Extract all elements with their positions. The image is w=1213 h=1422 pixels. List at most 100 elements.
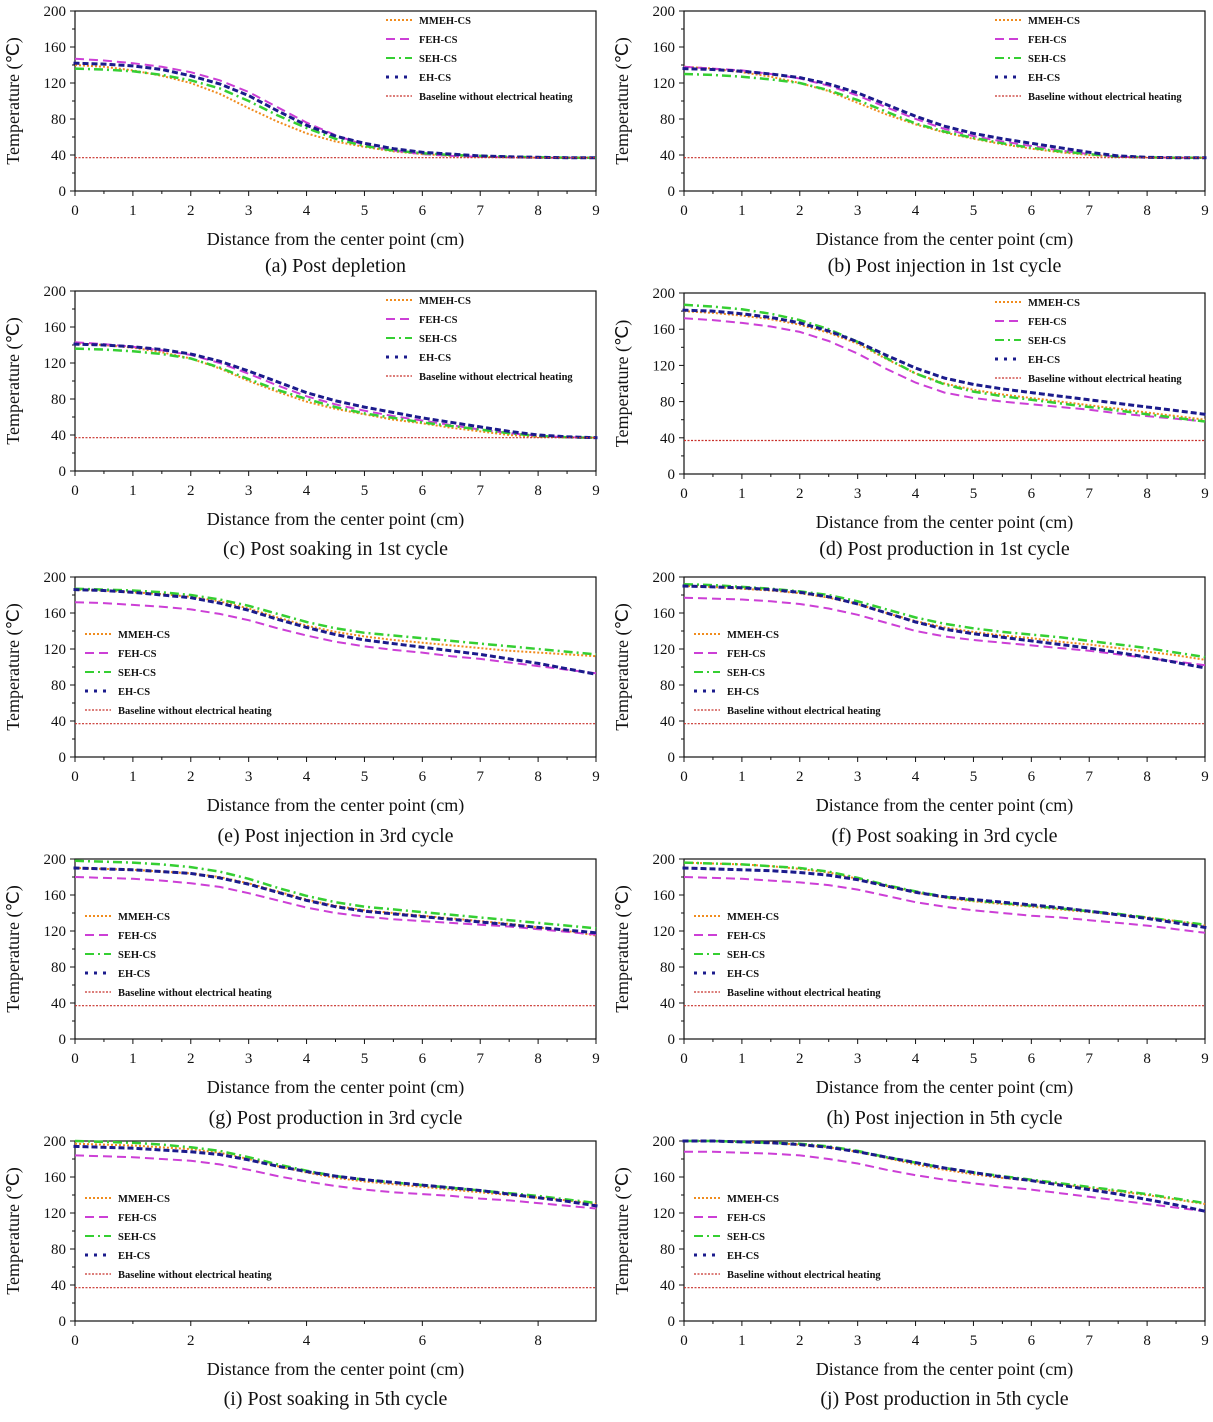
x-tick-label: 3 [854,1051,862,1067]
x-tick-label: 2 [187,1333,195,1349]
x-tick-label: 4 [912,769,920,785]
y-tick-label: 0 [668,1314,676,1330]
panel-caption: (e) Post injection in 3rd cycle [217,825,453,847]
series-line-seh-cs [683,582,1206,659]
series-line-feh-cs [74,1154,597,1210]
y-tick-label: 40 [51,996,66,1012]
y-tick-label: 40 [51,428,66,444]
y-axis-label: Temperature (℃) [3,317,24,444]
x-tick-label: 6 [419,483,427,499]
x-tick-label: 8 [534,483,542,499]
y-tick-label: 40 [660,714,675,730]
chart-panel-2: 0 40 80 120 160 200 0 1 2 3 4 5 6 7 8 9 Distance from th… [612,4,1209,277]
legend-label-seh-cs: SEH-CS [727,950,765,961]
series-line-seh-cs [74,587,597,656]
legend-label-seh-cs: SEH-CS [727,668,765,679]
legend-label-seh-cs: SEH-CS [118,950,156,961]
legend-label-eh-cs: EH-CS [118,969,150,980]
x-tick-label: 7 [1085,486,1093,502]
x-axis-label: Distance from the center point (cm) [207,509,464,530]
legend: MMEH-CS FEH-CS SEH-CS EH-CS Baseline without… [386,296,573,383]
x-tick-label: 0 [680,1051,688,1067]
y-tick-label: 160 [653,888,676,904]
x-tick-label: 2 [187,769,195,785]
x-tick-label: 9 [1201,203,1209,219]
x-tick-label: 3 [854,769,862,785]
plot-frame [683,858,1206,1040]
series-line-mmeh-cs [683,310,1206,421]
legend-label-feh-cs: FEH-CS [727,649,766,660]
x-tick-label: 3 [245,769,253,785]
series-line-mmeh-cs [74,588,597,658]
legend-label-feh-cs: FEH-CS [1028,317,1067,328]
x-tick-label: 1 [738,1051,746,1067]
series-line-seh-cs [683,861,1206,926]
y-tick-label: 80 [51,1242,66,1258]
chart-panel-9: 0 40 80 120 160 200 0 2 4 6 8 Distance from the cen… [3,1134,598,1410]
legend: MMEH-CS FEH-CS SEH-CS EH-CS Baseline without… [85,630,272,717]
legend-label-mmeh-cs: MMEH-CS [727,1194,779,1205]
y-tick-label: 200 [44,284,67,300]
legend: MMEH-CS FEH-CS SEH-CS EH-CS Baseline without… [85,912,272,999]
series-line-seh-cs [683,72,1205,159]
x-tick-label: 6 [419,1051,427,1067]
y-tick-label: 40 [51,1278,66,1294]
x-tick-label: 2 [796,1051,804,1067]
y-tick-label: 200 [44,852,67,868]
chart-panel-5: 0 40 80 120 160 200 0 1 2 3 4 5 6 7 8 9 Distance from th… [3,570,600,847]
legend-label-baseline-without-electrical-heating: Baseline without electrical heating [1028,374,1182,385]
x-tick-label: 2 [796,1333,804,1349]
y-tick-label: 160 [44,40,67,56]
legend-label-mmeh-cs: MMEH-CS [727,912,779,923]
y-tick-label: 120 [653,1206,676,1222]
y-tick-label: 80 [660,678,675,694]
x-axis-label: Distance from the center point (cm) [816,795,1073,816]
legend-label-eh-cs: EH-CS [727,1251,759,1262]
x-tick-label: 7 [476,203,484,219]
x-tick-label: 3 [854,486,862,502]
legend: MMEH-CS FEH-CS SEH-CS EH-CS Baseline without… [85,1194,272,1281]
legend-label-baseline-without-electrical-heating: Baseline without electrical heating [419,92,573,103]
y-tick-label: 200 [653,570,676,586]
x-tick-label: 1 [129,483,137,499]
legend-label-feh-cs: FEH-CS [419,35,458,46]
panel-caption: (f) Post soaking in 3rd cycle [831,825,1057,847]
y-tick-label: 200 [44,4,67,20]
legend-label-baseline-without-electrical-heating: Baseline without electrical heating [727,706,881,717]
x-tick-label: 7 [1085,769,1093,785]
series-line-seh-cs [74,67,596,159]
x-tick-label: 4 [303,1051,311,1067]
x-tick-label: 6 [1028,769,1036,785]
chart-panel-4: 0 40 80 120 160 200 0 1 2 3 4 5 6 7 8 9 Distance from th… [612,286,1209,560]
y-axis-label: Temperature (℃) [612,885,633,1012]
legend-label-feh-cs: FEH-CS [727,1213,766,1224]
plot-frame [74,576,597,758]
legend: MMEH-CS FEH-CS SEH-CS EH-CS Baseline without… [694,912,881,999]
x-axis-label: Distance from the center point (cm) [816,512,1073,533]
series-line-mmeh-cs [683,585,1206,661]
y-tick-label: 40 [51,714,66,730]
y-tick-label: 160 [44,888,67,904]
y-tick-label: 120 [44,356,67,372]
x-tick-label: 1 [738,203,746,219]
panel-caption: (h) Post injection in 5th cycle [826,1107,1062,1129]
x-tick-label: 5 [970,486,978,502]
series-line-eh-cs [73,588,598,676]
y-axis-label: Temperature (℃) [3,37,24,164]
y-tick-label: 40 [660,1278,675,1294]
y-axis-label: Temperature (℃) [3,603,24,730]
x-tick-label: 5 [361,483,369,499]
y-tick-label: 160 [44,1170,67,1186]
x-tick-label: 1 [129,769,137,785]
legend-label-mmeh-cs: MMEH-CS [727,630,779,641]
y-tick-label: 80 [51,392,66,408]
x-tick-label: 4 [912,1333,920,1349]
y-tick-label: 80 [51,678,66,694]
x-tick-label: 0 [680,1333,688,1349]
x-tick-label: 4 [303,1333,311,1349]
x-axis-label: Distance from the center point (cm) [207,795,464,816]
panel-caption: (j) Post production in 5th cycle [820,1388,1068,1410]
x-tick-label: 7 [476,483,484,499]
x-tick-label: 7 [476,1051,484,1067]
